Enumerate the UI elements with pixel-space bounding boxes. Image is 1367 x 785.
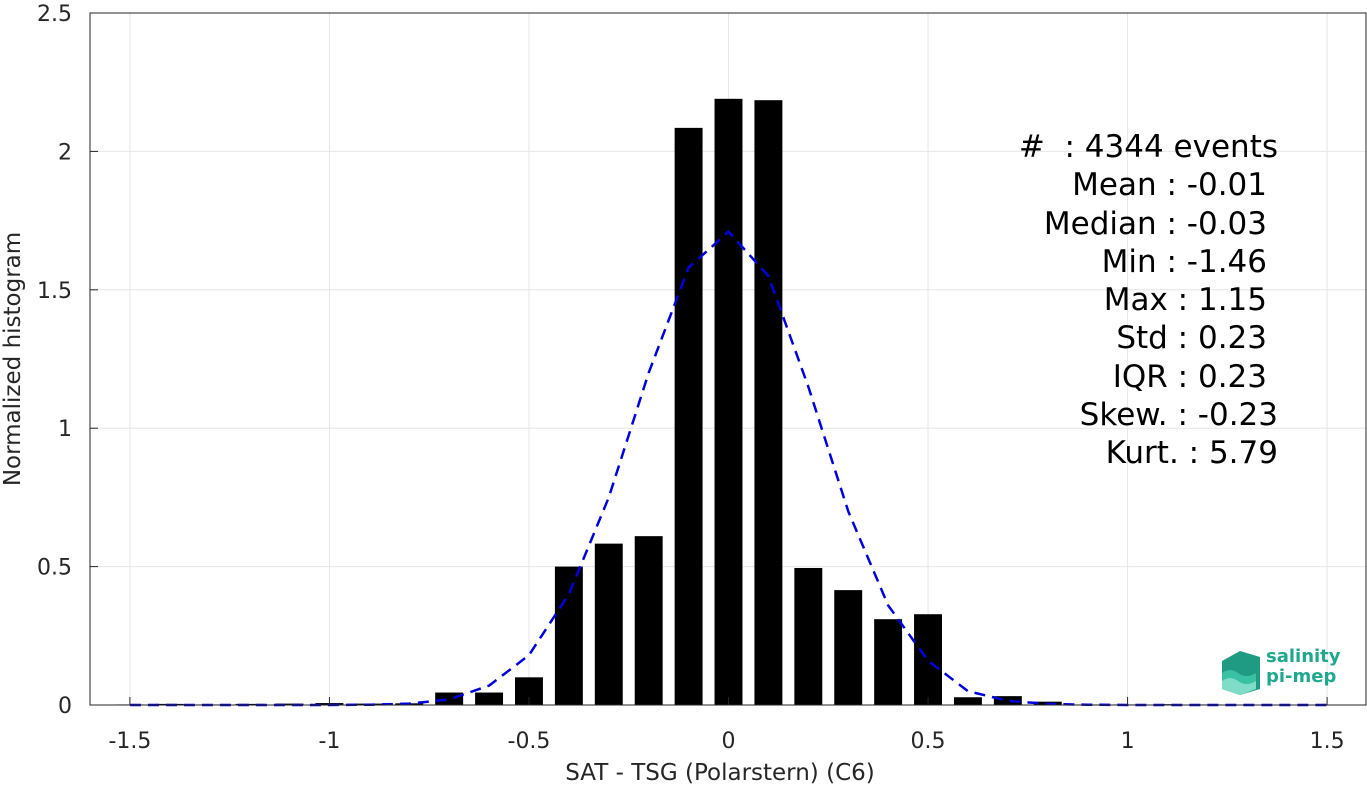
histogram-bar [435, 692, 464, 705]
histogram-bar [914, 614, 942, 705]
tick-labels: -1.5 -1 -0.5 0 0.5 1 1.5 0 0.5 1 1.5 2 2.5 [37, 2, 1345, 754]
y-tick-label: 1 [58, 417, 72, 442]
stats-annotations: # : 4344 events Mean : -0.01 Median : -0… [1019, 128, 1278, 473]
stat-kurt: Kurt. : 5.79 [1105, 435, 1278, 472]
histogram-bar [993, 696, 1022, 705]
histogram-bar [594, 543, 623, 705]
x-tick-label: -1 [318, 729, 340, 754]
histogram-bar [714, 98, 743, 706]
histogram-bar [834, 590, 863, 705]
x-tick-label: -0.5 [508, 729, 551, 754]
x-tick-label: 0.5 [911, 729, 946, 754]
x-tick-label: 1.5 [1310, 729, 1345, 754]
stat-skew: Skew. : -0.23 [1079, 397, 1278, 434]
histogram-bar [554, 566, 583, 705]
logo-line-1: salinity [1266, 646, 1341, 667]
y-tick-label: 2.5 [37, 2, 72, 27]
histogram-bar [235, 703, 264, 705]
histogram-bar [953, 697, 982, 705]
y-tick-label: 2 [58, 140, 72, 165]
logo-line-2: pi-mep [1266, 666, 1337, 687]
stat-median: Median : -0.03 [1043, 205, 1267, 242]
histogram-bar [634, 536, 663, 705]
histogram-bar [275, 703, 304, 705]
salinity-pi-mep-logo: salinity pi-mep [1216, 647, 1346, 695]
stat-max: Max : 1.15 [1103, 282, 1267, 319]
histogram-bar [874, 619, 903, 705]
stat-events: # : 4344 events [1018, 129, 1278, 165]
wave-logo-icon [1222, 651, 1260, 695]
histogram-bar [794, 567, 823, 705]
x-tick-label: -1.5 [108, 729, 151, 754]
histogram-bar [475, 692, 504, 705]
histogram-bar [674, 127, 703, 705]
stat-iqr: IQR : 0.23 [1112, 358, 1267, 395]
y-tick-label: 0.5 [37, 556, 72, 581]
stat-std: Std : 0.23 [1116, 320, 1267, 357]
stat-mean: Mean : -0.01 [1072, 167, 1267, 204]
y-tick-label: 1.5 [37, 279, 72, 304]
x-tick-label: 1 [1121, 729, 1135, 754]
y-tick-label: 0 [58, 694, 72, 719]
x-axis-label: SAT - TSG (Polarstern) (C6) [565, 760, 874, 785]
x-tick-label: 0 [722, 729, 736, 754]
histogram-bars [115, 98, 1222, 706]
histogram-bar [754, 100, 783, 705]
stat-min: Min : -1.46 [1101, 243, 1267, 280]
y-axis-label: Normalized histogram [0, 232, 26, 486]
